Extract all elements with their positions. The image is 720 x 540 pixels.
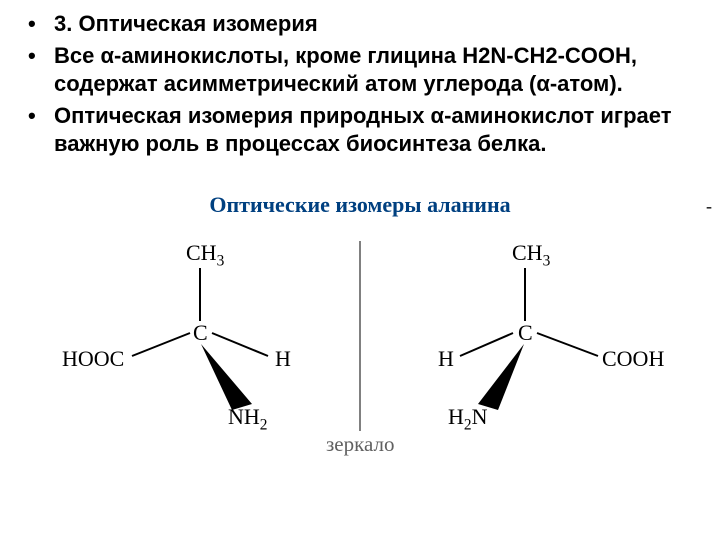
isomer-diagram: CH3 C HOOC H NH2 CH3 C COOH H H2N зеркал…: [0, 236, 720, 496]
bullet-text: 3. Оптическая изомерия: [54, 10, 318, 38]
left-hooc: HOOC: [62, 346, 124, 372]
left-nh2: NH2: [228, 404, 267, 430]
left-c: C: [193, 320, 208, 346]
right-c: C: [518, 320, 533, 346]
bullet-dot: •: [28, 10, 42, 38]
bullet-dot: •: [28, 42, 42, 98]
right-cooh: COOH: [602, 346, 664, 372]
mirror-label: зеркало: [326, 432, 395, 457]
bullet-dot: •: [28, 102, 42, 158]
right-ch3: CH3: [512, 240, 550, 266]
bullet-list: • 3. Оптическая изомерия • Все α-аминоки…: [0, 0, 720, 158]
bullet-text: Все α-аминокислоты, кроме глицина H2N-CH…: [54, 42, 692, 98]
chem-title: Оптические изомеры аланина: [0, 192, 720, 218]
right-h2n: H2N: [448, 404, 487, 430]
bullet-item: • Все α-аминокислоты, кроме глицина H2N-…: [28, 42, 692, 98]
bullet-item: • 3. Оптическая изомерия: [28, 10, 692, 38]
left-ch3: CH3: [186, 240, 224, 266]
left-h: H: [275, 346, 291, 372]
right-h: H: [438, 346, 454, 372]
bullet-text: Оптическая изомерия природных α-аминокис…: [54, 102, 692, 158]
bullet-item: • Оптическая изомерия природных α-аминок…: [28, 102, 692, 158]
dash-mark: -: [706, 196, 712, 217]
